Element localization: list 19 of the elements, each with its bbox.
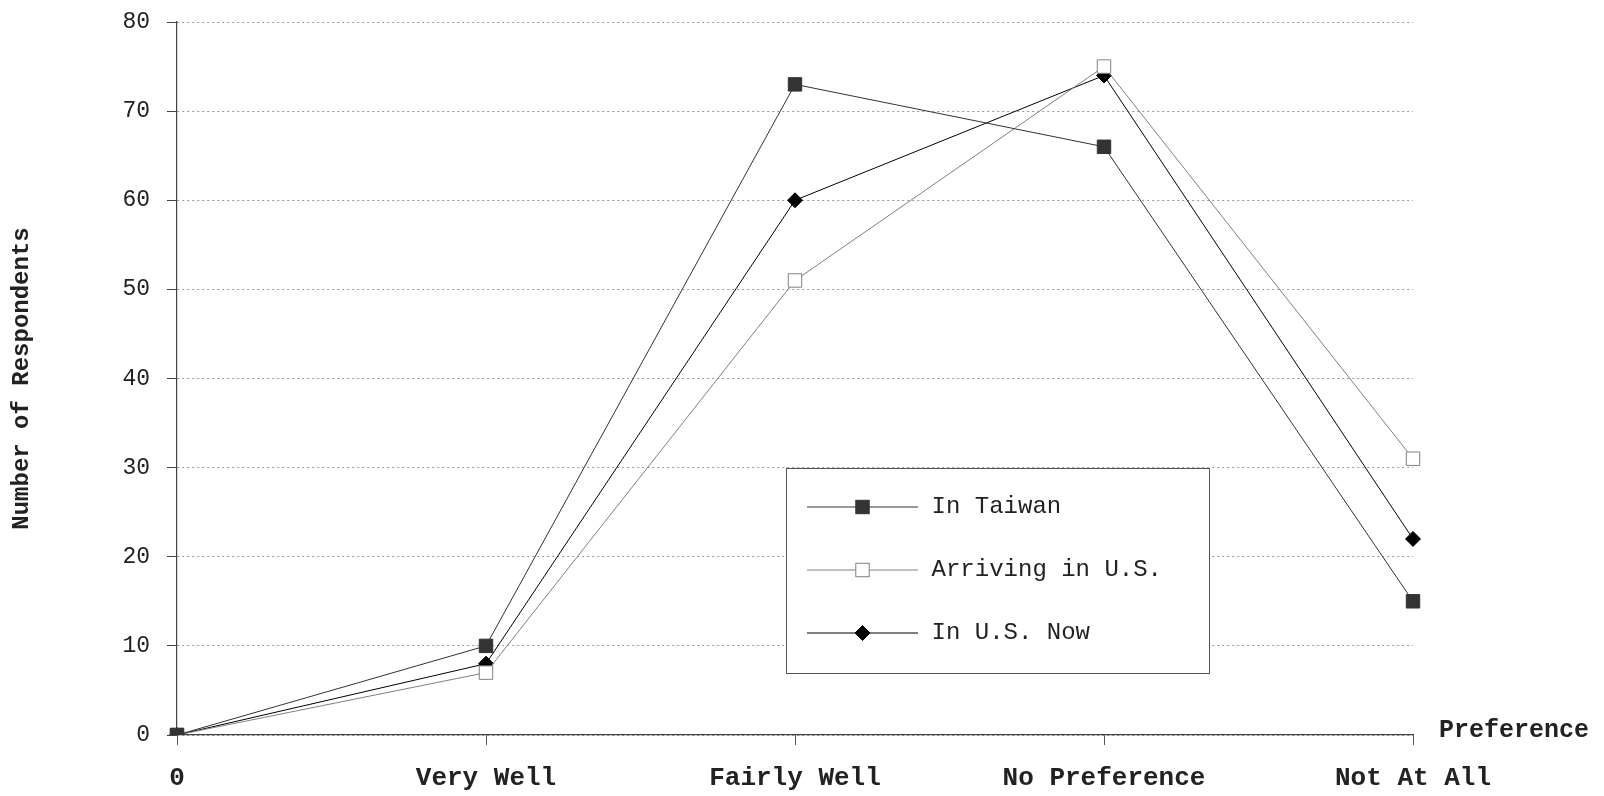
y-tick-label: 50 (122, 276, 150, 303)
legend-label: In Taiwan (931, 492, 1062, 521)
y-tick-label: 60 (122, 187, 150, 214)
x-tick-label: Fairly Well (709, 763, 881, 794)
x-tick-label: No Preference (1002, 763, 1206, 794)
y-tick-label: 40 (122, 365, 150, 392)
y-tick-label: 10 (122, 632, 150, 659)
y-tick-label: 70 (122, 98, 150, 125)
x-tick-label: 0 (169, 763, 185, 794)
y-axis-title: Number of Respondents (8, 227, 36, 530)
legend-label: Arriving in U.S. (931, 555, 1162, 584)
y-tick-label: 0 (136, 722, 150, 749)
x-axis-title: Preference (1439, 716, 1590, 746)
y-tick-label: 30 (122, 454, 150, 481)
y-tick-label: 80 (122, 9, 150, 36)
y-tick-label: 20 (122, 543, 150, 570)
x-tick-label: Not At All (1334, 763, 1492, 794)
legend-label: In U.S. Now (931, 618, 1090, 647)
x-tick-label: Very Well (415, 763, 557, 794)
